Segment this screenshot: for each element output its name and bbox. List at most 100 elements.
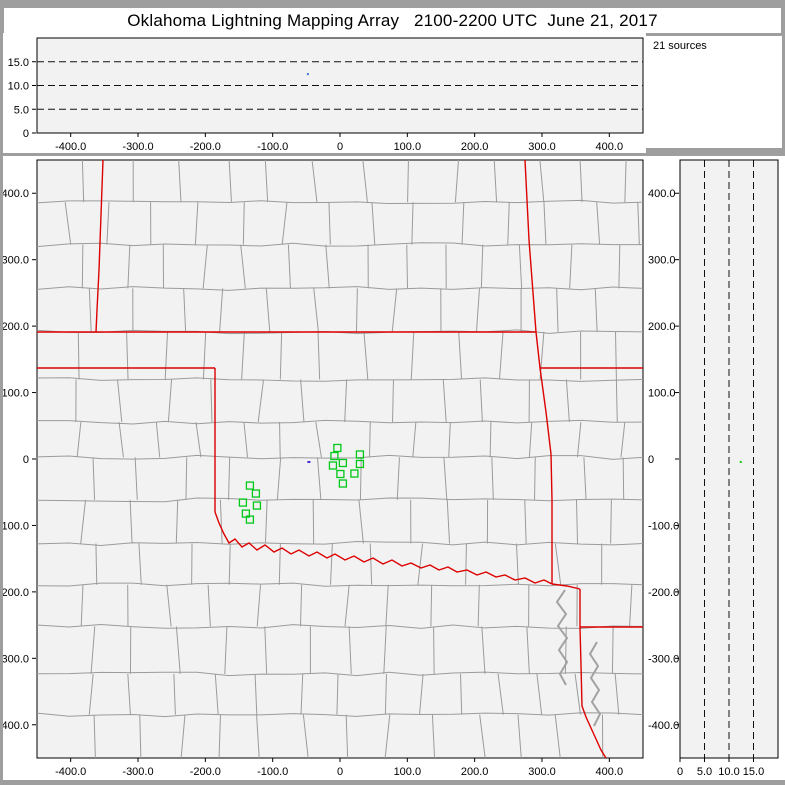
county-line	[517, 714, 522, 758]
county-line	[218, 714, 221, 758]
county-line	[385, 584, 389, 627]
river	[588, 641, 602, 727]
county-line	[614, 673, 620, 715]
county-line	[411, 202, 414, 245]
county-line	[183, 288, 187, 332]
x-tick-label: 200.0	[461, 141, 489, 153]
county-line	[166, 584, 172, 627]
county-line	[37, 377, 643, 382]
y-tick-label: -100.0	[3, 520, 29, 532]
state-border	[579, 589, 607, 758]
county-line	[359, 457, 362, 500]
county-line	[37, 582, 643, 587]
x-tick-label: -100.0	[257, 141, 288, 153]
county-line	[620, 422, 626, 458]
x-tick-label: 300.0	[528, 766, 556, 778]
county-line	[316, 457, 322, 500]
county-line	[419, 673, 424, 715]
county-line	[497, 673, 504, 715]
county-line	[507, 202, 510, 245]
county-line	[129, 499, 133, 544]
county-line	[139, 714, 142, 758]
x-tick-label: 400.0	[596, 141, 624, 153]
county-line	[345, 714, 349, 758]
y-tick-label: -300.0	[3, 653, 29, 665]
county-line	[207, 584, 211, 627]
county-line	[369, 543, 373, 585]
county-line	[515, 543, 519, 585]
county-line	[228, 160, 232, 203]
county-line	[528, 422, 533, 458]
county-line	[278, 543, 281, 585]
lma-station-marker	[252, 501, 262, 510]
county-line	[194, 202, 199, 245]
county-line	[615, 379, 618, 423]
county-line	[629, 584, 633, 627]
lightning-source-dot	[739, 460, 742, 463]
county-line	[489, 422, 492, 458]
county-line	[358, 499, 364, 544]
county-line	[328, 202, 331, 245]
county-line	[524, 499, 527, 544]
county-line	[574, 673, 581, 715]
county-line	[257, 379, 265, 423]
x-tick-label: 400.0	[596, 766, 624, 778]
lma-station-marker	[330, 451, 339, 461]
county-line	[224, 626, 228, 674]
x-tick-label: -200.0	[190, 766, 221, 778]
y-tick-label: -400.0	[648, 720, 679, 732]
county-line	[80, 584, 84, 627]
county-line	[167, 379, 173, 423]
county-line	[383, 626, 387, 674]
y-tick-label: 400.0	[3, 188, 29, 200]
county-line	[362, 160, 368, 203]
state-border	[551, 583, 581, 590]
y-tick-label: 100.0	[648, 388, 676, 400]
county-line	[106, 202, 110, 245]
county-line	[554, 714, 561, 758]
county-line	[164, 331, 169, 380]
y-tick-label: 100.0	[3, 388, 29, 400]
y-tick-label: 0	[648, 454, 654, 466]
county-line	[384, 714, 391, 758]
county-line	[518, 244, 523, 289]
county-line	[622, 457, 625, 500]
county-line	[202, 331, 207, 380]
county-line	[330, 543, 333, 585]
state-border	[95, 160, 104, 333]
county-line	[37, 454, 643, 460]
county-line	[37, 541, 643, 546]
county-line	[565, 379, 570, 423]
county-line	[460, 673, 463, 715]
county-line	[90, 626, 96, 674]
county-line	[256, 714, 260, 758]
county-line	[526, 626, 530, 674]
county-line	[430, 584, 433, 627]
county-line	[391, 288, 398, 332]
county-line	[76, 422, 82, 458]
county-line	[210, 379, 213, 423]
county-line	[583, 457, 587, 500]
county-line	[126, 331, 129, 380]
county-line	[384, 673, 388, 715]
county-line	[242, 202, 245, 245]
county-boundaries	[37, 160, 643, 758]
county-line	[431, 714, 436, 758]
lma-station-marker	[338, 458, 348, 468]
county-line	[279, 422, 281, 458]
county-line	[279, 331, 283, 380]
county-line	[596, 202, 601, 245]
county-line	[624, 160, 627, 203]
county-line	[313, 288, 319, 332]
county-line	[311, 160, 318, 203]
x-tick-label: -100.0	[257, 766, 288, 778]
county-line	[178, 160, 182, 203]
county-line	[458, 331, 463, 380]
county-line	[214, 673, 219, 715]
x-tick-label: -300.0	[122, 141, 153, 153]
county-line	[534, 457, 536, 500]
county-line	[446, 499, 451, 544]
county-line	[569, 244, 573, 289]
county-line	[241, 331, 245, 380]
county-line	[477, 584, 480, 627]
